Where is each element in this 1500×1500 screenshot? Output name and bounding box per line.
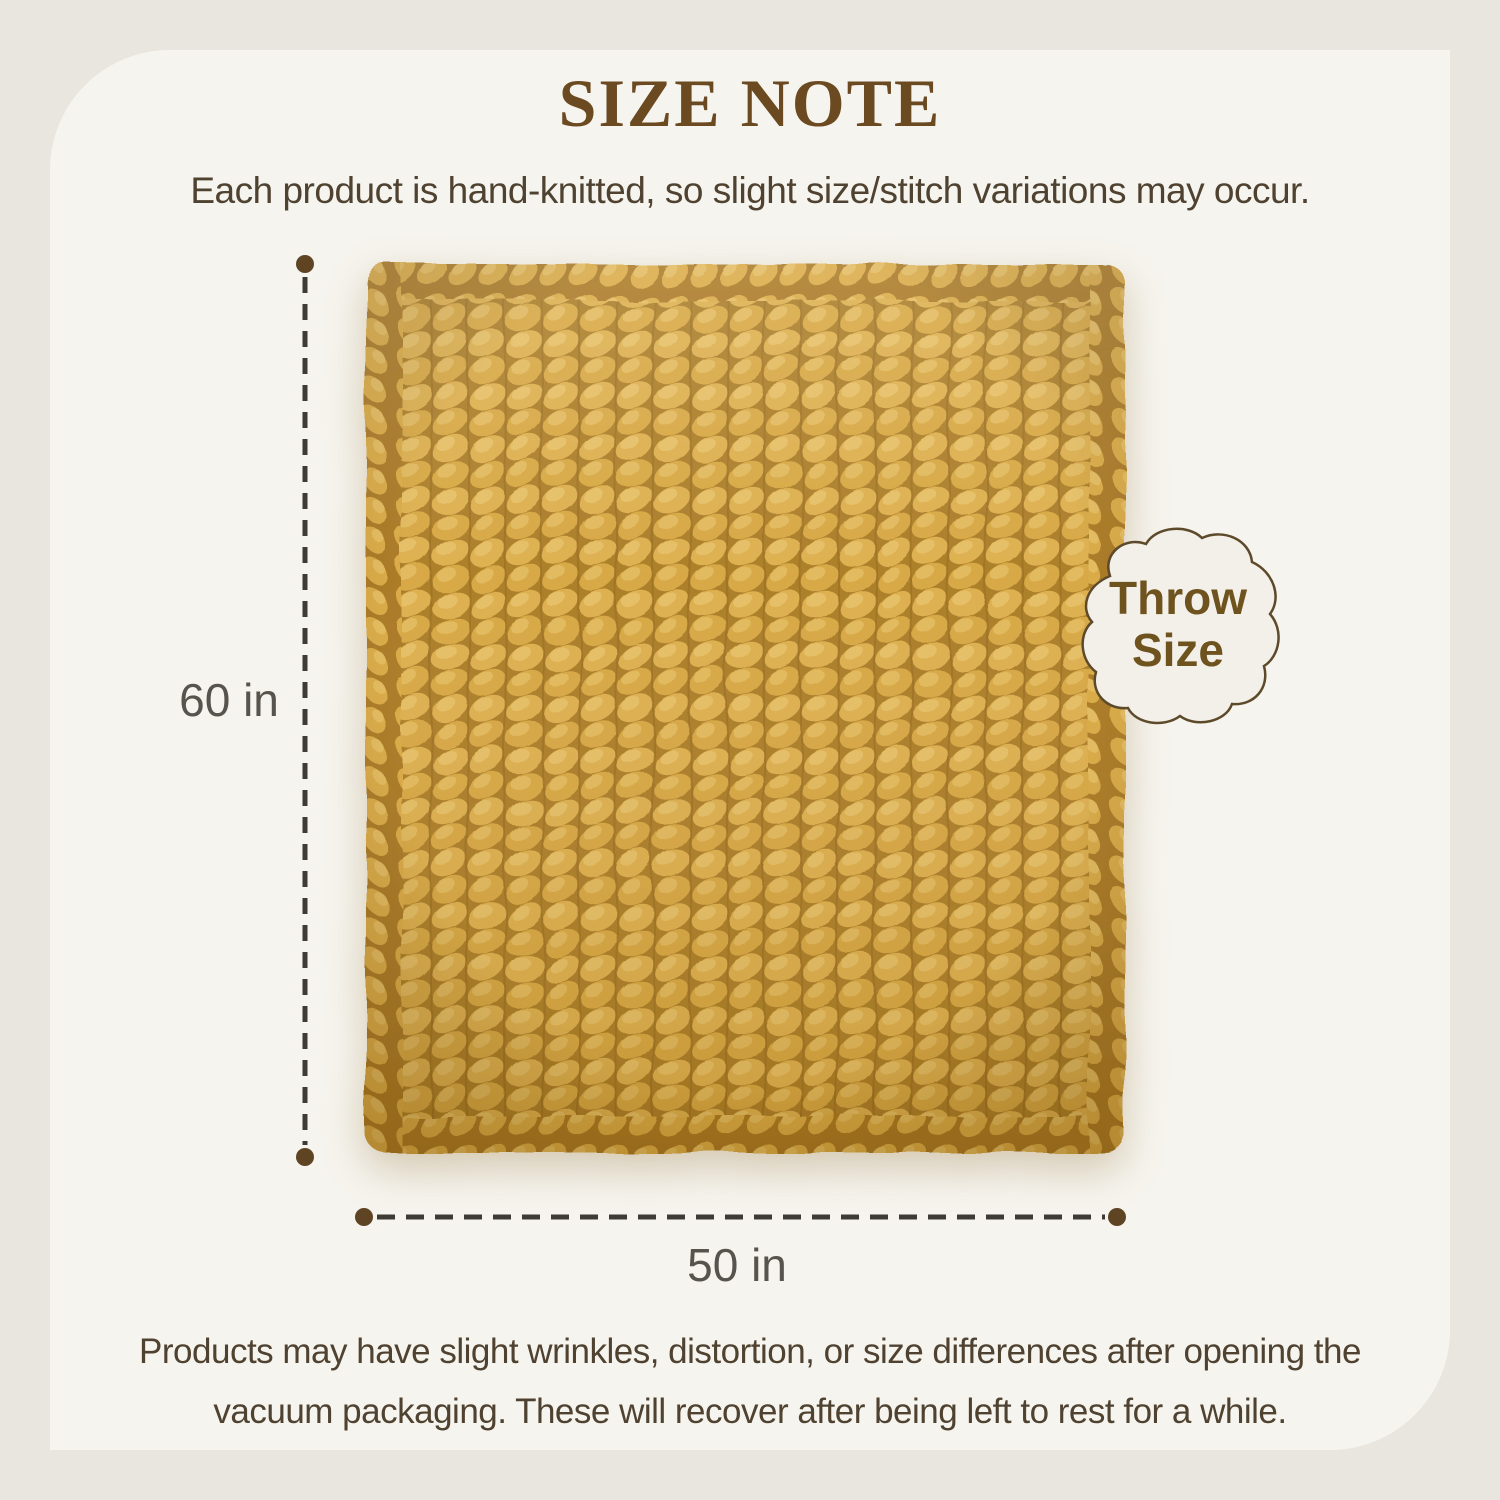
footer-note: Products may have slight wrinkles, disto… <box>0 1322 1500 1442</box>
blanket-photo <box>358 256 1133 1161</box>
height-label: 60 in <box>179 674 279 726</box>
throw-size-badge: Throw Size <box>1072 524 1284 726</box>
width-dimension-line <box>355 1208 1126 1226</box>
width-label: 50 in <box>687 1239 787 1291</box>
badge-label: Throw Size <box>1072 524 1284 726</box>
subtitle-note: Each product is hand-knitted, so slight … <box>190 170 1310 211</box>
footer-note-line2: vacuum packaging. These will recover aft… <box>213 1392 1287 1431</box>
footer-note-line1: Products may have slight wrinkles, disto… <box>139 1332 1361 1371</box>
page-title: SIZE NOTE <box>558 65 942 141</box>
badge-label-line1: Throw <box>1109 572 1247 625</box>
cloud-badge-shape <box>1081 527 1280 725</box>
blanket-knit-texture <box>366 264 1125 1153</box>
badge-label-line2: Size <box>1131 624 1225 676</box>
height-dimension-line <box>296 255 314 1166</box>
